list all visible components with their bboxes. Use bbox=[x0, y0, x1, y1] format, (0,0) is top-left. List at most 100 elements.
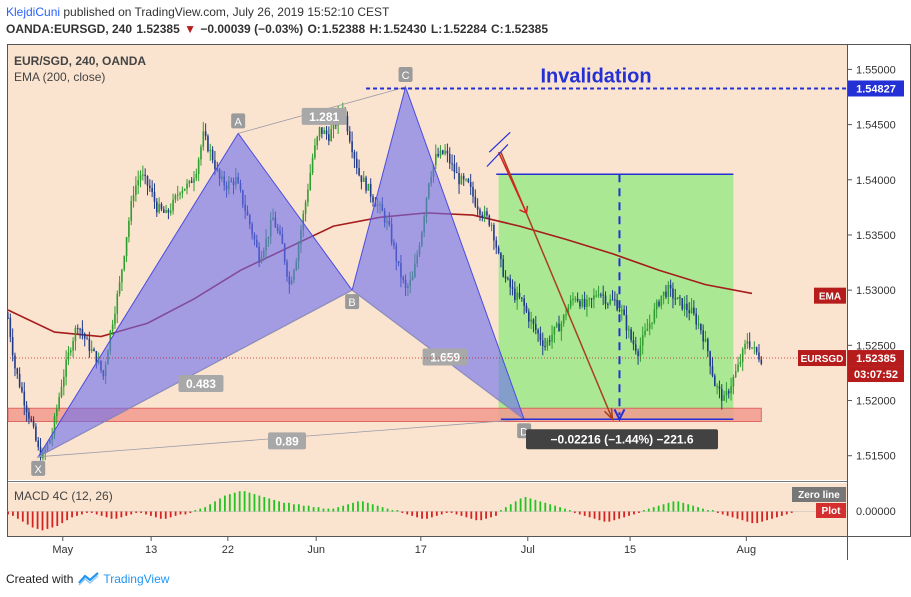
candle-body bbox=[58, 396, 60, 409]
macd-bar bbox=[135, 511, 138, 513]
candle-body bbox=[707, 339, 709, 352]
candle-body bbox=[142, 174, 144, 176]
macd-bar bbox=[243, 491, 246, 512]
zero-line-tag bbox=[792, 487, 846, 502]
candle-body bbox=[544, 346, 546, 348]
candle-body bbox=[448, 153, 451, 164]
channel-line-upper bbox=[488, 131, 511, 153]
candle-body bbox=[630, 329, 632, 341]
support-zone[interactable] bbox=[7, 407, 762, 422]
ratio-badge bbox=[268, 432, 306, 450]
candle-body bbox=[572, 298, 574, 301]
macd-bar bbox=[628, 511, 630, 516]
tradingview-logo-icon[interactable] bbox=[78, 572, 100, 586]
candle-body bbox=[483, 211, 486, 218]
macd-bar bbox=[411, 511, 414, 516]
candle-body bbox=[625, 314, 628, 331]
publish-info: KlejdiCuni published on TradingView.com,… bbox=[6, 5, 389, 19]
candle-body bbox=[18, 373, 21, 387]
candle-body bbox=[755, 347, 758, 353]
chart-area[interactable]: X A B C D 1.281 0.483 1.659 0.89 Invalidation −0.… bbox=[0, 0, 911, 560]
candle-body bbox=[469, 181, 472, 187]
candle-body bbox=[523, 298, 525, 306]
macd-bar bbox=[780, 511, 783, 516]
candle-body bbox=[318, 127, 321, 137]
macd-bar bbox=[475, 511, 478, 521]
candle-body bbox=[693, 307, 695, 314]
candle-body bbox=[744, 343, 746, 350]
macd-bar bbox=[307, 505, 310, 512]
ratio-badge bbox=[301, 107, 347, 125]
candle-body bbox=[490, 225, 493, 227]
macd-bar bbox=[268, 498, 271, 512]
candle-body bbox=[730, 386, 732, 394]
x-tick-label: Aug bbox=[737, 544, 757, 556]
macd-bar bbox=[455, 511, 458, 515]
ema-legend: EMA (200, close) bbox=[14, 70, 105, 84]
symbol-label: OANDA:EURSGD, 240 bbox=[6, 22, 133, 36]
macd-bar bbox=[509, 504, 512, 512]
macd-bar bbox=[12, 511, 14, 516]
ema-name-label: EMA bbox=[819, 292, 841, 303]
macd-bar bbox=[416, 511, 419, 518]
candle-body bbox=[446, 150, 449, 154]
candle-body bbox=[718, 386, 721, 389]
candle-body bbox=[9, 317, 12, 338]
candle-body bbox=[195, 173, 198, 179]
candle-body bbox=[302, 213, 305, 230]
candle-body bbox=[521, 297, 523, 299]
candle-body bbox=[690, 307, 693, 314]
macd-bar bbox=[278, 501, 280, 512]
candle-body bbox=[65, 359, 67, 377]
macd-pane[interactable] bbox=[7, 483, 847, 536]
candle-body bbox=[655, 301, 658, 310]
candle-body bbox=[595, 295, 598, 297]
last-price-tag bbox=[848, 350, 904, 367]
countdown-tag bbox=[848, 366, 904, 383]
candle-body bbox=[365, 177, 367, 191]
candle-body bbox=[351, 141, 353, 153]
projection-box[interactable] bbox=[498, 174, 734, 420]
candle-body bbox=[79, 328, 81, 330]
macd-bar bbox=[228, 494, 231, 512]
candle-body bbox=[616, 299, 618, 311]
candle-body bbox=[53, 416, 56, 435]
macd-bar bbox=[56, 511, 59, 526]
tradingview-brand[interactable]: TradingView bbox=[103, 572, 170, 586]
macd-bar bbox=[593, 511, 596, 519]
candle-body bbox=[614, 299, 616, 301]
y-tick-label: 1.53500 bbox=[856, 230, 896, 242]
candle-body bbox=[646, 328, 649, 331]
candle-body bbox=[672, 288, 674, 299]
pattern-point-badge bbox=[398, 67, 413, 83]
candle-body bbox=[86, 338, 88, 340]
candle-body bbox=[674, 298, 677, 300]
candle-body bbox=[621, 309, 623, 312]
candle-body bbox=[121, 269, 123, 283]
macd-bar bbox=[179, 511, 182, 515]
candle-body bbox=[72, 341, 74, 351]
candle-body bbox=[207, 136, 209, 152]
macd-bar bbox=[332, 508, 335, 512]
candle-body bbox=[130, 201, 133, 221]
candle-body bbox=[660, 295, 663, 306]
macd-bar bbox=[450, 511, 453, 513]
macd-bar bbox=[352, 502, 354, 512]
price-axis[interactable] bbox=[847, 44, 911, 536]
candle-body bbox=[16, 368, 19, 374]
candle-body bbox=[172, 199, 174, 211]
macd-bar bbox=[707, 510, 709, 512]
candle-body bbox=[76, 328, 79, 330]
candle-body bbox=[509, 278, 511, 288]
candle-body bbox=[700, 324, 702, 331]
macd-bar bbox=[90, 511, 93, 513]
candle-body bbox=[500, 252, 502, 260]
author-link[interactable]: KlejdiCuni bbox=[6, 5, 61, 19]
candle-body bbox=[597, 294, 600, 296]
candle-body bbox=[676, 297, 679, 300]
candle-body bbox=[586, 299, 588, 307]
macd-bar bbox=[514, 501, 517, 512]
candle-body bbox=[502, 259, 505, 277]
y-tick-label: 1.53000 bbox=[856, 285, 896, 297]
candle-body bbox=[311, 157, 314, 173]
